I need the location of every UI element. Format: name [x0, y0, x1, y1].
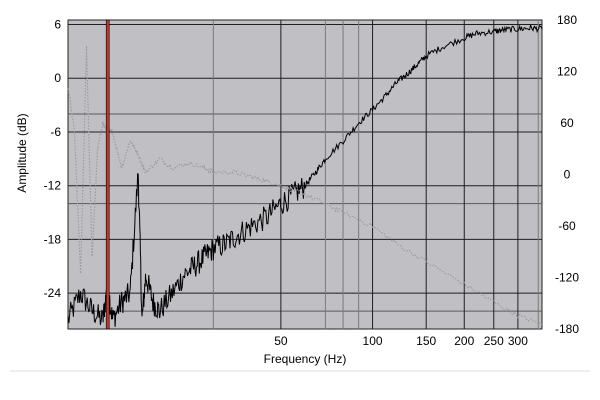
- marker-line-bar: [105, 19, 110, 330]
- marker-line: [105, 19, 110, 330]
- series: [67, 23, 543, 327]
- y-tick-label: -6: [50, 125, 61, 139]
- y-tick-label: -24: [44, 286, 62, 300]
- plot-area: [67, 19, 543, 330]
- x-tick-label: 50: [274, 334, 288, 348]
- y2-tick-label: 60: [560, 116, 574, 130]
- gridlines: [68, 20, 542, 329]
- series-line-solid: [67, 23, 543, 327]
- y-tick-label: -18: [44, 232, 62, 246]
- x-tick-label: 200: [454, 334, 474, 348]
- y2-tick-label: -60: [558, 219, 576, 233]
- x-tick-label: 100: [363, 334, 383, 348]
- x-tick-label: 150: [416, 334, 436, 348]
- y-tick-label: 0: [54, 71, 61, 85]
- x-axis-ticks: 50 100 150 200 250 300: [274, 334, 528, 348]
- series-line-dotted: [67, 45, 543, 326]
- x-tick-label: 250: [484, 334, 504, 348]
- y2-tick-label: 180: [557, 13, 577, 27]
- y-axis-ticks: 6 0 -6 -12 -18 -24: [44, 17, 62, 300]
- y-tick-label: -12: [44, 179, 62, 193]
- x-axis-title: Frequency (Hz): [264, 352, 347, 366]
- y2-tick-label: 120: [557, 65, 577, 79]
- y-tick-label: 6: [54, 17, 61, 31]
- y2-tick-label: 0: [564, 168, 571, 182]
- y-axis-title: Amplitude (dB): [15, 113, 29, 192]
- x-tick-label: 300: [508, 334, 528, 348]
- y2-tick-label: -120: [555, 271, 579, 285]
- y2-axis-ticks: 180 120 60 0 -60 -120 -180: [555, 13, 579, 336]
- y2-tick-label: -180: [555, 322, 579, 336]
